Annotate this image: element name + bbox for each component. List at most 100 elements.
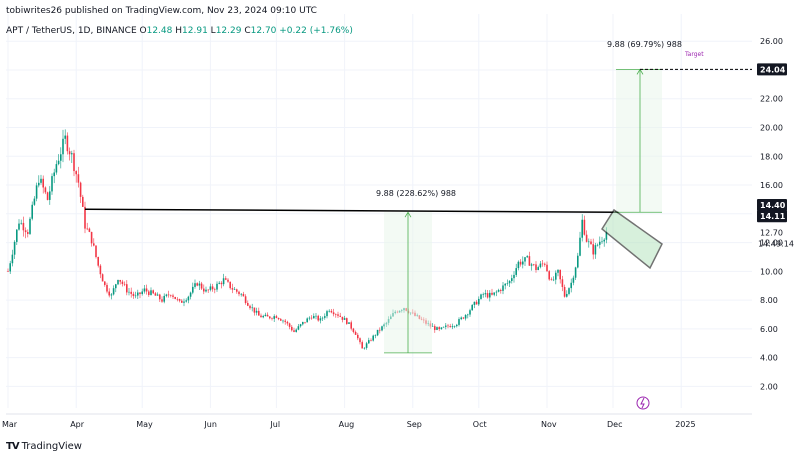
candle-body — [605, 232, 608, 240]
candle-body — [519, 261, 522, 265]
candle-body — [189, 292, 192, 297]
candle-body — [242, 293, 245, 297]
candle-body — [299, 324, 302, 327]
candle-body — [579, 237, 581, 256]
candle-body — [341, 316, 344, 320]
candle-body — [82, 196, 84, 207]
candle-body — [115, 284, 117, 289]
candle-body — [44, 187, 47, 193]
candle-body — [566, 293, 568, 297]
candle-body — [293, 330, 295, 332]
y-tick-label: 20.00 — [760, 124, 783, 133]
candle-body — [321, 317, 324, 319]
open-value: 12.48 — [146, 26, 173, 36]
candle-body — [110, 294, 113, 296]
target-label: Target — [684, 51, 704, 58]
candle-body — [517, 261, 520, 269]
candle-body — [475, 301, 478, 305]
candle-body — [539, 263, 542, 268]
candle-body — [550, 279, 553, 281]
x-tick-label: Jul — [269, 420, 280, 429]
candle-body — [244, 296, 247, 303]
y-tick-label: 22.00 — [760, 95, 783, 104]
candle-body — [491, 292, 493, 295]
candle-body — [563, 286, 566, 297]
candle-body — [365, 343, 368, 348]
y-tick-label: 8.00 — [760, 296, 778, 305]
resistance-price-badge-bg — [757, 199, 787, 212]
candle-body — [361, 342, 363, 349]
y-tick-label: 26.00 — [760, 37, 783, 46]
candle-body — [458, 319, 460, 325]
second-measure-label: 9.88 (69.79%) 988 — [607, 40, 682, 49]
candle-body — [229, 281, 231, 289]
candle-body — [192, 286, 194, 293]
candle-body — [557, 269, 559, 273]
candle-body — [304, 321, 306, 323]
candle-body — [104, 281, 106, 285]
candle-body — [253, 307, 256, 313]
candle-body — [260, 315, 262, 318]
candle-body — [97, 257, 99, 266]
candle-body — [79, 182, 82, 197]
candle-body — [528, 256, 531, 266]
candle-body — [249, 305, 251, 309]
candle-body — [20, 222, 22, 224]
candle-body — [57, 160, 60, 165]
candle-body — [159, 294, 161, 300]
candle-body — [277, 317, 280, 320]
candle-body — [460, 317, 462, 320]
candle-body — [379, 329, 381, 331]
candle-body — [337, 314, 339, 316]
current-price-badge-bg — [757, 210, 787, 223]
candle-body — [326, 311, 328, 317]
candle-body — [251, 307, 253, 309]
close-label: C — [244, 26, 251, 36]
candle-body — [585, 234, 588, 242]
candle-body — [112, 288, 115, 295]
candle-body — [603, 239, 605, 242]
high-label: H — [175, 26, 183, 36]
candle-body — [130, 291, 132, 294]
candle-body — [119, 279, 121, 282]
resistance-line — [84, 208, 619, 213]
candle-body — [273, 316, 275, 319]
candle-body — [541, 263, 544, 265]
candle-body — [128, 291, 130, 293]
candle-body — [524, 257, 526, 262]
candle-body — [552, 279, 555, 281]
candle-body — [581, 219, 583, 238]
candle-body — [95, 245, 97, 258]
candle-body — [328, 310, 330, 312]
candle-body — [209, 286, 212, 290]
candle-body — [174, 296, 176, 299]
current-price-badge: 14.11 — [760, 212, 786, 221]
x-tick-label: Mar — [2, 420, 18, 429]
high-value: 12.91 — [182, 26, 208, 36]
candle-body — [247, 302, 249, 306]
candle-body — [106, 284, 108, 292]
candle-body — [214, 289, 216, 290]
candle-body — [330, 310, 333, 313]
candle-body — [154, 293, 157, 296]
candle-body — [456, 324, 458, 327]
candle-body — [141, 291, 143, 295]
candle-body — [170, 295, 172, 296]
candle-body — [90, 231, 93, 244]
candle-body — [13, 241, 16, 255]
x-tick-label: Sep — [407, 420, 422, 429]
candle-body — [225, 278, 227, 280]
candle-body — [376, 329, 379, 336]
x-tick-label: Jun — [203, 420, 217, 429]
low-value: 12.29 — [215, 26, 242, 36]
candle-body — [88, 228, 91, 232]
x-tick-label: May — [136, 420, 153, 429]
candle-body — [222, 278, 225, 285]
x-tick-label: Aug — [339, 420, 355, 429]
low-label: L — [210, 26, 216, 36]
candle-body — [117, 279, 119, 285]
candle-body — [315, 315, 317, 317]
candle-body — [35, 185, 38, 199]
first-measure-arrowhead — [404, 211, 412, 218]
